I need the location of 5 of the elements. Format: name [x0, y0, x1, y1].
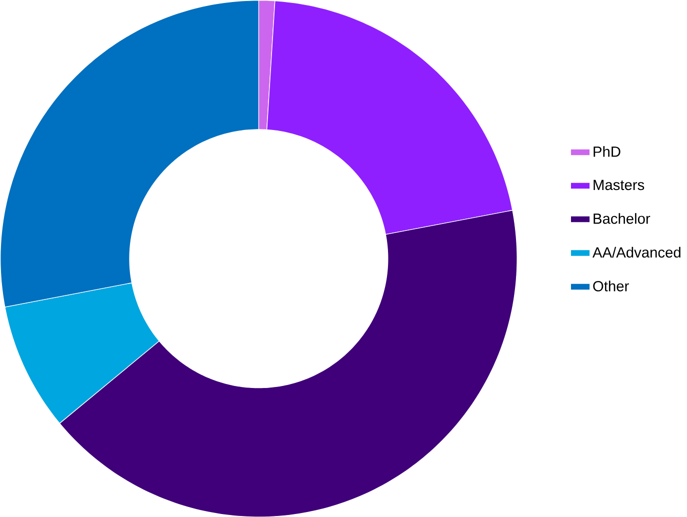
- legend-label: Masters: [594, 180, 644, 190]
- legend-label: Bachelor: [594, 212, 650, 224]
- legend-label: Other: [593, 280, 629, 292]
- legend-label: PhD: [594, 146, 620, 157]
- legend-label: AA/Advanced: [592, 246, 680, 258]
